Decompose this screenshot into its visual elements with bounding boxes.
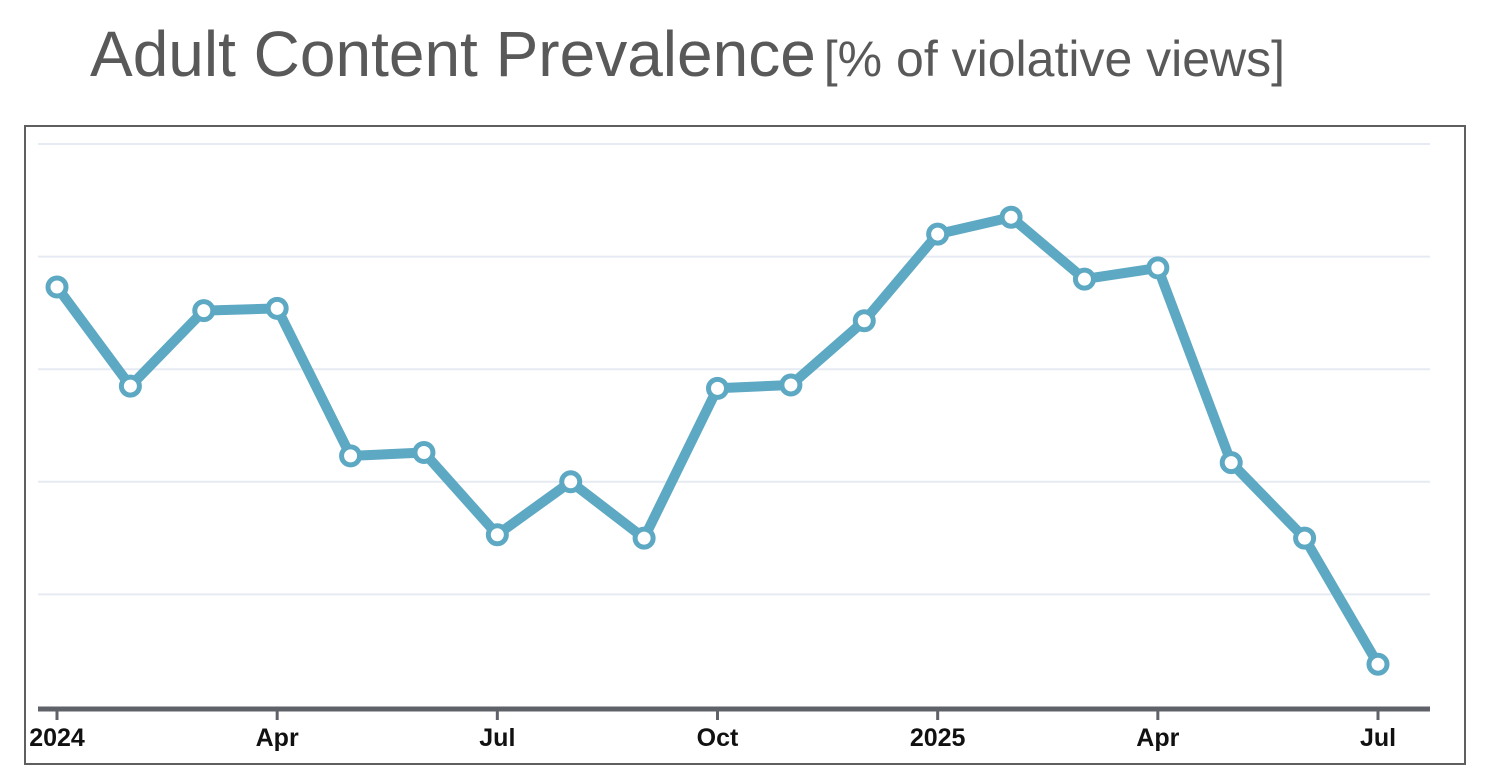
x-tick-label: 2024: [29, 724, 85, 752]
x-tick-label: Jul: [479, 724, 515, 752]
data-point: [118, 374, 142, 398]
data-point: [1146, 256, 1170, 280]
data-point: [1366, 652, 1390, 676]
data-point: [559, 470, 583, 494]
data-point: [926, 222, 950, 246]
x-tick-label: 2025: [910, 724, 966, 752]
data-point: [779, 373, 803, 397]
data-point: [45, 275, 69, 299]
chart-title-unit: [% of violative views]: [823, 31, 1286, 87]
chart-title-main: Adult Content Prevalence: [90, 18, 816, 90]
data-series: [45, 205, 1390, 676]
data-point: [632, 526, 656, 550]
x-tick-label: Jul: [1360, 724, 1396, 752]
x-tick-label: Apr: [256, 724, 299, 752]
gridlines: [38, 143, 1430, 596]
data-point: [706, 376, 729, 400]
chart-title: Adult Content Prevalence [% of violative …: [90, 22, 1285, 86]
data-point: [339, 444, 363, 468]
data-point: [1293, 526, 1317, 550]
data-point: [852, 309, 876, 333]
series-line: [52, 212, 1383, 670]
data-point: [999, 205, 1023, 229]
x-axis-ticks: 2024 Apr Jul Oct 2025 Apr Jul: [29, 711, 1396, 752]
data-point: [1219, 451, 1243, 475]
data-point: [192, 299, 216, 323]
data-point: [485, 523, 509, 547]
data-point: [265, 296, 289, 320]
data-point: [1072, 267, 1096, 291]
x-tick-label: Apr: [1136, 724, 1179, 752]
x-tick-label: Oct: [697, 724, 739, 752]
data-point: [412, 441, 436, 465]
